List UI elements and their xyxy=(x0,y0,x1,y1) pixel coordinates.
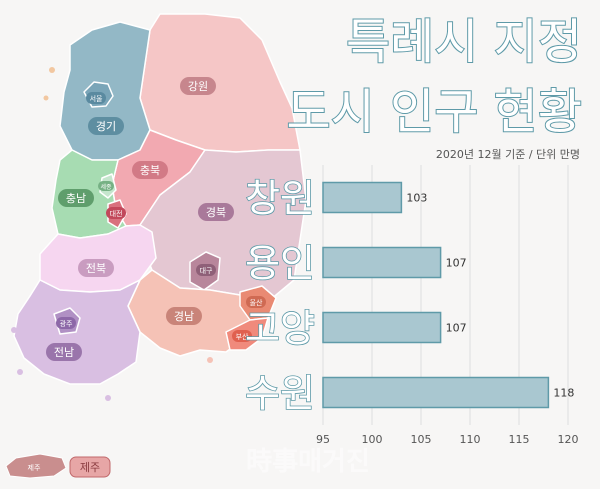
svg-text:전남: 전남 xyxy=(54,346,74,359)
label-busan: 부산 xyxy=(232,330,252,342)
svg-text:경기: 경기 xyxy=(96,120,116,133)
label-daejeon: 대전 xyxy=(106,207,126,219)
svg-text:서울: 서울 xyxy=(90,94,103,103)
label-jeju-island: 제주 xyxy=(28,464,41,472)
x-tick-label: 100 xyxy=(362,433,383,446)
svg-text:대구: 대구 xyxy=(200,267,213,275)
bar xyxy=(322,311,442,344)
bar xyxy=(322,246,442,279)
label-chungbuk: 충북 xyxy=(132,161,168,179)
svg-text:울산: 울산 xyxy=(250,298,263,307)
label-daegu: 대구 xyxy=(196,264,216,276)
chart-title: 특례시 지정 도시 인구 현황 xyxy=(286,13,583,141)
map-island xyxy=(11,327,17,333)
x-tick-label: 110 xyxy=(460,433,481,446)
svg-text:대전: 대전 xyxy=(110,209,123,218)
bar-value-label: 107 xyxy=(446,322,467,335)
label-gyeonggi: 경기 xyxy=(88,117,124,135)
svg-text:강원: 강원 xyxy=(188,80,208,93)
label-gyeongbuk: 경북 xyxy=(198,203,234,221)
map-island xyxy=(43,95,49,101)
svg-text:제주: 제주 xyxy=(80,461,100,474)
map-region-jeju-island xyxy=(5,453,67,479)
map-island xyxy=(207,357,213,363)
chart-subtitle: 2020년 12월 기준 / 단위 만명 xyxy=(436,148,580,161)
map-island xyxy=(17,369,23,375)
svg-text:광주: 광주 xyxy=(60,320,73,328)
map-island xyxy=(49,67,55,73)
svg-text:부산: 부산 xyxy=(236,332,249,341)
category-label: 창원 xyxy=(245,177,315,221)
title-line-1: 특례시 지정 xyxy=(346,14,582,70)
map-region-jeonnam xyxy=(13,279,141,385)
label-ulsan: 울산 xyxy=(246,296,266,308)
x-tick-label: 95 xyxy=(316,433,330,446)
bar xyxy=(322,376,550,409)
label-gyeongnam: 경남 xyxy=(166,307,202,325)
svg-text:세종: 세종 xyxy=(100,183,112,191)
label-sejong: 세종 xyxy=(98,181,114,191)
x-tick-label: 120 xyxy=(558,433,579,446)
svg-text:경북: 경북 xyxy=(206,206,226,219)
map-region-gangwon xyxy=(139,13,301,153)
category-label: 고양 xyxy=(245,307,315,351)
label-gangwon: 강원 xyxy=(180,77,216,95)
bar xyxy=(322,181,403,214)
label-jeonbuk: 전북 xyxy=(78,259,114,277)
svg-text:충남: 충남 xyxy=(66,192,86,205)
watermark: 時事매거진 xyxy=(246,447,370,477)
x-tick-label: 105 xyxy=(411,433,432,446)
category-label: 용인 xyxy=(245,242,315,286)
svg-text:충북: 충북 xyxy=(140,164,160,177)
label-chungnam: 충남 xyxy=(58,189,94,207)
bar-value-label: 107 xyxy=(446,257,467,270)
bar-chart: 95 100 105 110 115 120 103 창원 107 용인 107 고양 118 수원 xyxy=(244,165,579,446)
label-seoul: 서울 xyxy=(86,92,106,104)
x-tick-label: 115 xyxy=(509,433,530,446)
title-line-2: 도시 인구 현황 xyxy=(287,84,582,140)
bar-value-label: 103 xyxy=(406,192,427,205)
label-gwangju: 광주 xyxy=(56,317,76,329)
svg-text:전북: 전북 xyxy=(86,262,106,275)
label-jeju: 제주 xyxy=(69,456,111,478)
korea-map: 서울 경기 강원 충북 충남 세종 대전 경북 xyxy=(5,13,307,479)
label-jeonnam: 전남 xyxy=(46,343,82,361)
category-label: 수원 xyxy=(245,372,315,416)
bar-value-label: 118 xyxy=(553,387,574,400)
svg-text:경남: 경남 xyxy=(174,310,194,323)
map-island xyxy=(105,395,111,401)
